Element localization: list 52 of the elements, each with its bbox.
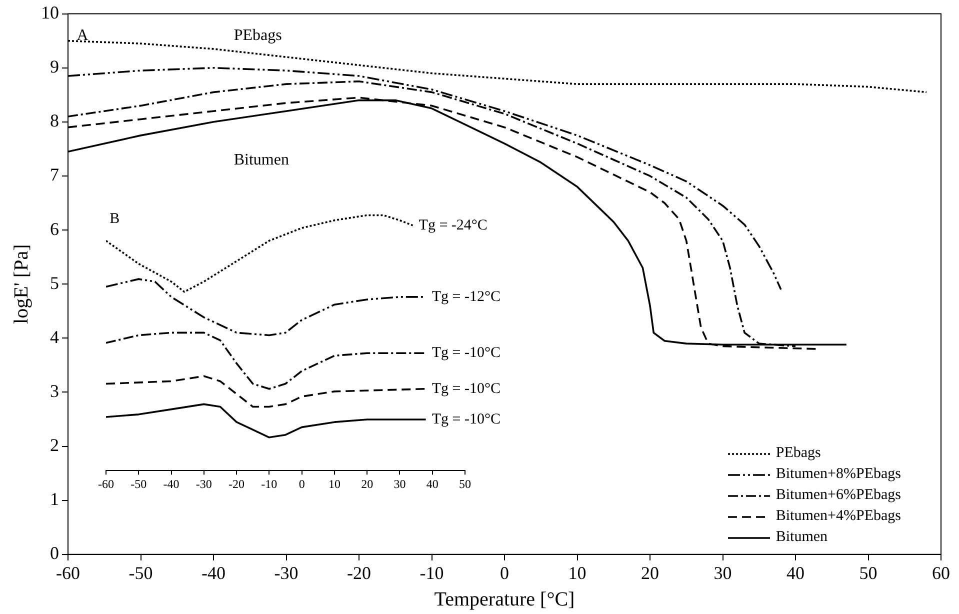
x-tick-label: 20: [361, 476, 374, 491]
annotation: Tg = -10°C: [432, 345, 500, 362]
legend-label: PEbags: [776, 445, 821, 462]
legend-label: Bitumen: [776, 529, 828, 546]
x-tick-label: -10: [420, 562, 444, 583]
y-tick-label: 8: [50, 110, 59, 131]
legend-label: Bitumen+4%PEbags: [776, 508, 901, 526]
legend-label: Bitumen+6%PEbags: [776, 487, 901, 504]
x-tick-label: 30: [394, 476, 406, 491]
y-tick-label: 2: [50, 435, 59, 456]
x-tick-label: 20: [641, 562, 659, 583]
x-tick-label: 0: [298, 476, 305, 491]
legend-label: Bitumen+8%PEbags: [776, 466, 901, 484]
x-tick-label: -50: [130, 476, 147, 491]
x-tick-label: -20: [347, 562, 371, 583]
annotation: B: [110, 210, 120, 227]
x-tick-label: 0: [500, 562, 509, 583]
y-tick-label: 7: [50, 164, 59, 185]
x-tick-label: -40: [202, 562, 226, 583]
x-tick-label: 40: [426, 476, 438, 491]
x-tick-label: -40: [163, 476, 180, 491]
y-tick-label: 0: [50, 543, 59, 564]
x-tick-label: -20: [228, 476, 245, 491]
x-axis-title: Temperature [°C]: [434, 588, 575, 610]
y-tick-label: 4: [50, 326, 59, 347]
y-tick-label: 1: [50, 489, 59, 510]
x-tick-label: -30: [274, 562, 298, 583]
x-tick-label: 50: [459, 476, 471, 491]
y-tick-label: 6: [50, 218, 59, 239]
annotation: Tg = -24°C: [418, 217, 488, 234]
annotation: PEbags: [234, 27, 282, 44]
x-tick-label: 60: [932, 562, 950, 583]
annotation: Tg = -10°C: [432, 380, 500, 397]
y-tick-label: 3: [50, 380, 59, 401]
x-tick-label: 40: [786, 562, 804, 583]
y-tick-label: 9: [50, 56, 59, 77]
x-tick-label: -30: [196, 476, 212, 491]
x-tick-label: 30: [714, 562, 732, 583]
annotation: Tg = -10°C: [432, 411, 500, 428]
y-axis-title: logE' [Pa]: [10, 244, 32, 324]
x-tick-label: -50: [128, 562, 153, 583]
x-tick-label: -60: [56, 562, 80, 583]
x-tick-label: 50: [859, 562, 878, 583]
x-tick-label: -10: [261, 476, 278, 491]
x-tick-label: 10: [328, 476, 340, 491]
y-tick-label: 5: [50, 272, 59, 293]
annotation: Tg = -12°C: [432, 288, 500, 305]
annotation: Bitumen: [234, 152, 289, 169]
x-tick-label: 10: [568, 562, 586, 583]
y-tick-label: 10: [41, 2, 59, 23]
x-tick-label: -60: [98, 476, 114, 491]
annotation: A: [76, 27, 89, 44]
